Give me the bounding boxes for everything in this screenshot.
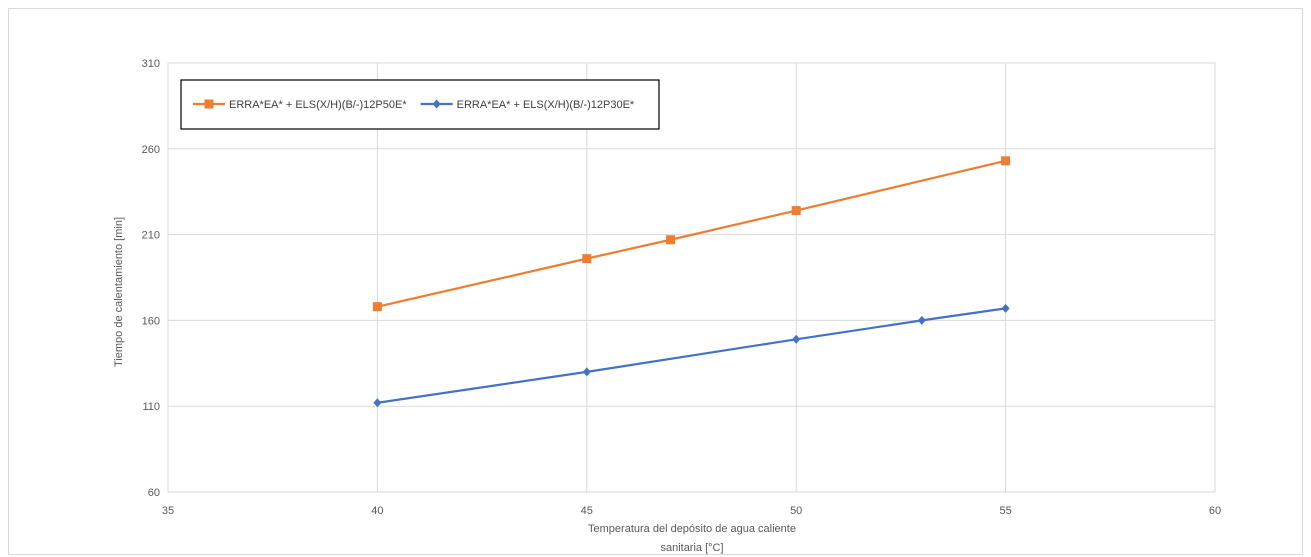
- series-line: [377, 159, 1006, 308]
- y-tick-label: 60: [148, 487, 160, 499]
- x-tick-label: 55: [999, 505, 1011, 517]
- data-point: [917, 315, 926, 325]
- gridlines: [167, 62, 1216, 493]
- data-point: [582, 254, 592, 264]
- x-tick-label: 50: [790, 505, 802, 517]
- legend-marker: [432, 99, 441, 109]
- legend-box: [180, 79, 660, 130]
- legend-marker: [204, 99, 214, 109]
- x-tick-label: 45: [581, 505, 593, 517]
- series-2: [373, 303, 1010, 408]
- legend-label: ERRA*EA* + ELS(X/H)(B/-)12P30E*: [457, 99, 635, 111]
- data-point: [791, 206, 801, 216]
- x-axis-title-line-2: sanitaria [°C]: [660, 542, 723, 554]
- y-tick-label: 160: [142, 315, 160, 327]
- y-tick-label: 310: [142, 58, 160, 70]
- legend-entry-2: ERRA*EA* + ELS(X/H)(B/-)12P30E*: [420, 99, 635, 111]
- legend: ERRA*EA* + ELS(X/H)(B/-)12P50E* ERRA*EA* …: [180, 79, 660, 130]
- y-axis-title: Tiempo de calentamiento [min]: [113, 217, 125, 367]
- data-point: [666, 235, 676, 245]
- y-axis-ticks: 60 110 160 210 260 310: [142, 58, 160, 499]
- series-line: [377, 307, 1006, 404]
- legend-label: ERRA*EA* + ELS(X/H)(B/-)12P50E*: [229, 99, 407, 111]
- legend-entry-1: ERRA*EA* + ELS(X/H)(B/-)12P50E*: [193, 99, 407, 111]
- y-tick-label: 110: [142, 401, 160, 413]
- y-tick-label: 260: [142, 144, 160, 156]
- data-point: [373, 398, 382, 408]
- series-1: [372, 156, 1011, 312]
- data-point: [792, 334, 801, 344]
- x-tick-label: 35: [162, 505, 174, 517]
- x-tick-label: 60: [1209, 505, 1221, 517]
- x-axis-title-line-1: Temperatura del depósito de agua calient…: [588, 523, 796, 535]
- data-point: [1001, 156, 1011, 166]
- x-tick-label: 40: [371, 505, 383, 517]
- x-axis-ticks: 35 40 45 50 55 60: [162, 505, 1221, 517]
- data-point: [372, 302, 382, 312]
- data-point: [582, 367, 591, 377]
- data-point: [1001, 303, 1010, 313]
- y-tick-label: 210: [142, 230, 160, 242]
- series-layer: [372, 156, 1011, 408]
